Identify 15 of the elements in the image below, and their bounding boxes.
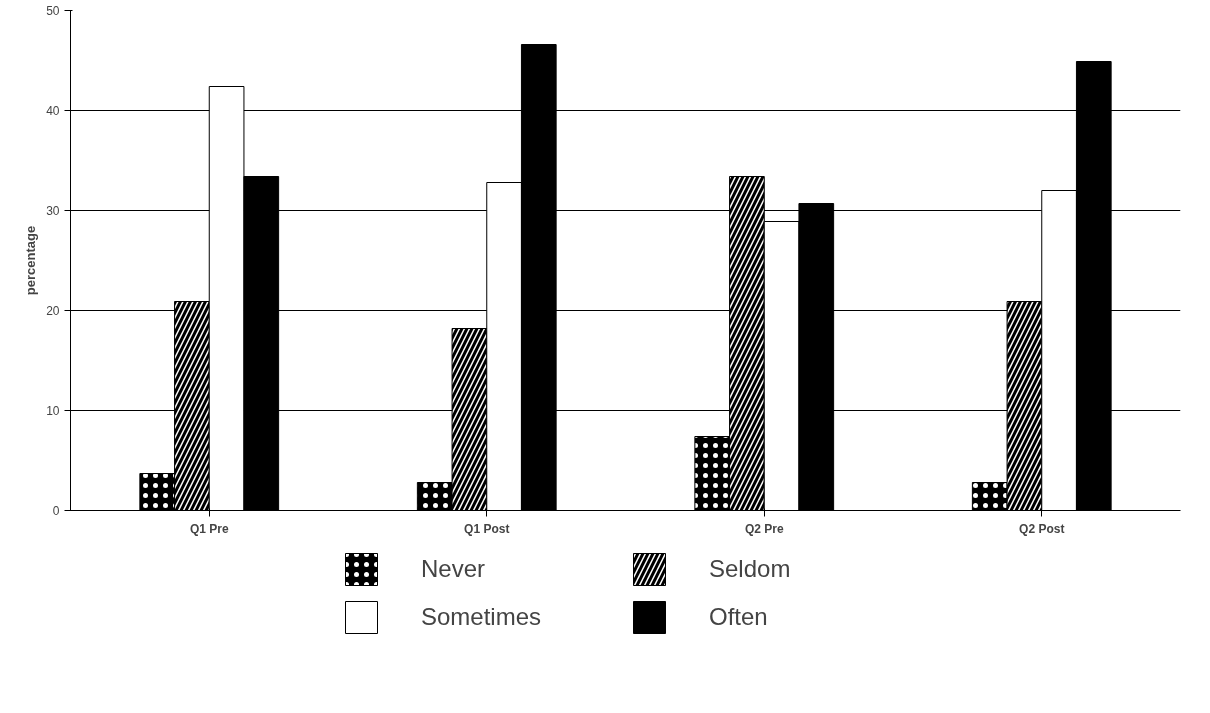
x-tick-label: Q2 Pre xyxy=(744,521,784,536)
legend-label: Often xyxy=(709,603,769,631)
y-tick-label: 30 xyxy=(46,204,60,218)
y-tick-label: 0 xyxy=(52,504,60,518)
x-tick-label: Q1 Pre xyxy=(189,521,229,536)
legend-label: Sometimes xyxy=(421,603,543,631)
y-tick-label: 10 xyxy=(46,404,60,418)
y-tick-label: 40 xyxy=(46,104,60,118)
legend-label: Seldom xyxy=(709,555,792,583)
y-tick-label: 20 xyxy=(46,304,60,318)
x-tick-label: Q2 Post xyxy=(1019,521,1065,536)
legend-label: Never xyxy=(421,555,487,583)
y-tick-label: 50 xyxy=(46,4,60,18)
y-axis-title: percentage xyxy=(23,225,39,296)
x-tick-label: Q1 Post xyxy=(464,521,510,536)
